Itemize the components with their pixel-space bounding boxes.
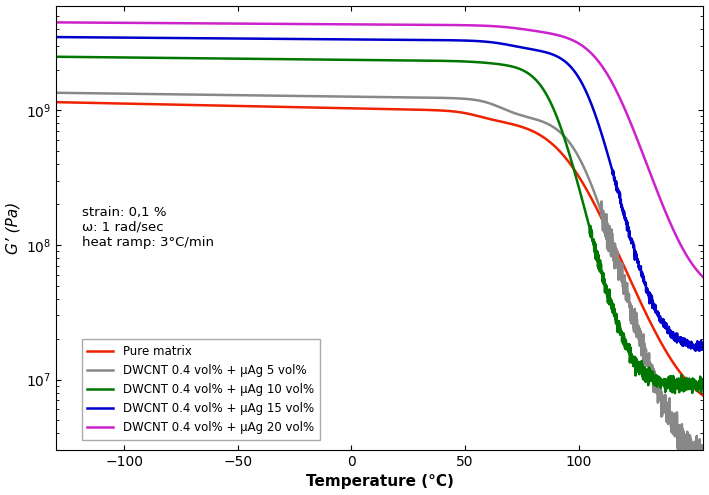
DWCNT 0.4 vol% + μAg 15 vol% xyxy=(300,36,308,42)
DWCNT 0.4 vol% + μAg 15 vol% xyxy=(328,36,337,42)
DWCNT 0.4 vol% + μAg 5 vol% xyxy=(686,443,695,449)
DWCNT 0.4 vol% + μAg 20 vol% xyxy=(617,98,625,103)
DWCNT 0.4 vol% + μAg 20 vol% xyxy=(52,19,60,25)
DWCNT 0.4 vol% + μAg 10 vol% xyxy=(300,56,308,62)
Line: Pure matrix: Pure matrix xyxy=(56,102,703,396)
DWCNT 0.4 vol% + μAg 5 vol% xyxy=(300,93,308,99)
Line: DWCNT 0.4 vol% + μAg 15 vol%: DWCNT 0.4 vol% + μAg 15 vol% xyxy=(56,37,703,351)
DWCNT 0.4 vol% + μAg 5 vol% xyxy=(617,267,625,273)
DWCNT 0.4 vol% + μAg 20 vol% xyxy=(686,259,695,265)
Pure matrix xyxy=(52,99,60,105)
Pure matrix xyxy=(328,105,337,111)
DWCNT 0.4 vol% + μAg 15 vol% xyxy=(695,348,703,354)
DWCNT 0.4 vol% + μAg 5 vol% xyxy=(699,449,708,455)
DWCNT 0.4 vol% + μAg 15 vol% xyxy=(617,201,625,207)
DWCNT 0.4 vol% + μAg 10 vol% xyxy=(125,54,134,60)
Pure matrix xyxy=(125,100,134,106)
Pure matrix xyxy=(699,393,708,399)
DWCNT 0.4 vol% + μAg 10 vol% xyxy=(617,328,625,334)
DWCNT 0.4 vol% + μAg 20 vol% xyxy=(300,21,308,27)
DWCNT 0.4 vol% + μAg 10 vol% xyxy=(699,379,708,385)
DWCNT 0.4 vol% + μAg 15 vol% xyxy=(164,35,173,41)
DWCNT 0.4 vol% + μAg 5 vol% xyxy=(694,471,703,477)
DWCNT 0.4 vol% + μAg 20 vol% xyxy=(164,20,173,26)
DWCNT 0.4 vol% + μAg 10 vol% xyxy=(328,56,337,62)
DWCNT 0.4 vol% + μAg 10 vol% xyxy=(671,390,679,396)
DWCNT 0.4 vol% + μAg 5 vol% xyxy=(52,90,60,96)
DWCNT 0.4 vol% + μAg 5 vol% xyxy=(164,91,173,97)
DWCNT 0.4 vol% + μAg 5 vol% xyxy=(125,91,134,97)
Line: DWCNT 0.4 vol% + μAg 20 vol%: DWCNT 0.4 vol% + μAg 20 vol% xyxy=(56,22,703,278)
DWCNT 0.4 vol% + μAg 5 vol% xyxy=(328,94,337,99)
Line: DWCNT 0.4 vol% + μAg 5 vol%: DWCNT 0.4 vol% + μAg 5 vol% xyxy=(56,93,703,474)
Pure matrix xyxy=(300,104,308,110)
X-axis label: Temperature (°C): Temperature (°C) xyxy=(306,474,454,490)
DWCNT 0.4 vol% + μAg 10 vol% xyxy=(52,54,60,60)
Legend: Pure matrix, DWCNT 0.4 vol% + μAg 5 vol%, DWCNT 0.4 vol% + μAg 10 vol%, DWCNT 0.: Pure matrix, DWCNT 0.4 vol% + μAg 5 vol%… xyxy=(82,339,320,440)
DWCNT 0.4 vol% + μAg 20 vol% xyxy=(699,275,708,281)
DWCNT 0.4 vol% + μAg 10 vol% xyxy=(687,378,696,384)
Line: DWCNT 0.4 vol% + μAg 10 vol%: DWCNT 0.4 vol% + μAg 10 vol% xyxy=(56,57,703,393)
Pure matrix xyxy=(686,382,695,388)
DWCNT 0.4 vol% + μAg 20 vol% xyxy=(328,21,337,27)
DWCNT 0.4 vol% + μAg 10 vol% xyxy=(164,55,173,61)
Text: strain: 0,1 %
ω: 1 rad/sec
heat ramp: 3°C/min: strain: 0,1 % ω: 1 rad/sec heat ramp: 3°… xyxy=(82,205,214,248)
DWCNT 0.4 vol% + μAg 15 vol% xyxy=(686,342,695,347)
Y-axis label: G’ (Pa): G’ (Pa) xyxy=(6,201,21,254)
DWCNT 0.4 vol% + μAg 15 vol% xyxy=(699,344,708,349)
DWCNT 0.4 vol% + μAg 15 vol% xyxy=(52,34,60,40)
DWCNT 0.4 vol% + μAg 20 vol% xyxy=(125,20,134,26)
Pure matrix xyxy=(617,257,625,263)
Pure matrix xyxy=(164,101,173,107)
DWCNT 0.4 vol% + μAg 15 vol% xyxy=(125,35,134,41)
